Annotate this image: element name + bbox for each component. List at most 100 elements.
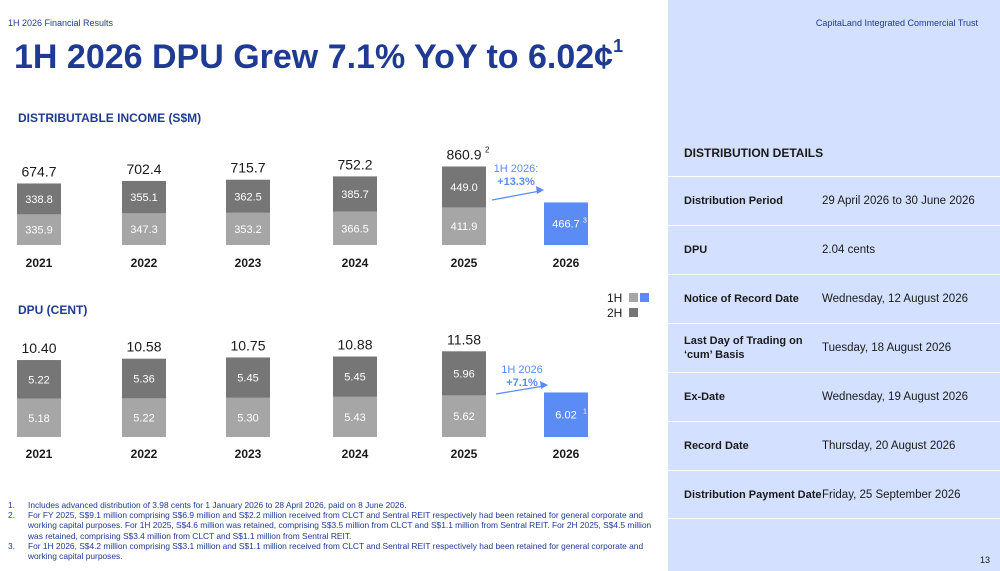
category-label: 2024: [342, 447, 369, 461]
distribution-row: Last Day of Trading on ‘cum’ Basis Tuesda…: [668, 323, 1000, 372]
category-label: 2021: [26, 447, 53, 461]
income-chart-title: DISTRIBUTABLE INCOME (S$M): [18, 111, 202, 125]
value-label-1h: 5.43: [344, 412, 365, 424]
growth-annotation-line2: +13.3%: [497, 176, 535, 188]
footnote-text: Includes advanced distribution of 3.98 c…: [28, 500, 407, 510]
legend-item-1h: 1H: [607, 290, 649, 305]
bar-2h: [333, 176, 377, 212]
distribution-label: Record Date: [684, 440, 749, 452]
bar-current-1h: [544, 202, 588, 245]
legend-item-2h: 2H: [607, 305, 649, 320]
value-label-1h: 347.3: [130, 224, 158, 236]
category-label: 2026: [553, 447, 580, 461]
growth-annotation-line1: 1H 2026: [501, 364, 543, 376]
bar-2h: [17, 360, 61, 399]
total-label: 11.58: [447, 331, 481, 347]
footnote-3: 3. For 1H 2026, S$4.2 million comprising …: [8, 541, 668, 561]
legend-label-1h: 1H: [607, 290, 623, 305]
bar-1h: [226, 397, 270, 437]
growth-arrow-head: [540, 381, 548, 389]
bar-2h: [122, 358, 166, 399]
growth-annotation-line1: 1H 2026:: [494, 163, 539, 175]
total-footnote-marker: 2: [485, 145, 490, 154]
bar-1h: [442, 207, 486, 245]
bar-1h: [122, 213, 166, 245]
page-number: 13: [979, 555, 990, 565]
trust-name: CapitaLand Integrated Commercial Trust: [815, 18, 978, 28]
bar-2h: [122, 180, 166, 214]
footnote-text: For FY 2025, S$9.1 million comprising S$…: [28, 510, 652, 541]
distribution-panel: CapitaLand Integrated Commercial Trust D…: [668, 0, 1000, 571]
total-label: 674.7: [21, 163, 56, 179]
total-label: 860.9: [446, 146, 481, 162]
total-label: 715.7: [230, 160, 265, 176]
growth-annotation-line2: +7.1%: [506, 377, 538, 389]
distribution-label: Distribution Payment Date: [684, 488, 822, 501]
distribution-title: DISTRIBUTION DETAILS: [684, 146, 824, 160]
category-label: 2022: [131, 256, 158, 270]
category-label: 2023: [235, 447, 262, 461]
bar-1h: [122, 398, 166, 437]
value-label-2h: 5.22: [28, 374, 49, 386]
value-label-2h: 362.5: [234, 191, 262, 203]
income-chart: 335.9 338.8 674.7 2021 347.3 355.1 702.4 2022 35…: [17, 145, 588, 270]
bar-2h: [333, 356, 377, 397]
footnote-1: 1. Includes advanced distribution of 3.98…: [8, 500, 668, 510]
value-footnote-marker: 3: [583, 218, 587, 225]
value-label-1h: 335.9: [25, 225, 53, 237]
category-label: 2026: [553, 256, 580, 270]
bar-2h: [226, 179, 270, 213]
bar-1h: [333, 396, 377, 437]
bar-current-1h: [544, 392, 588, 437]
bar-1h: [333, 211, 377, 245]
growth-arrow-line: [495, 385, 545, 395]
bar-2h: [17, 183, 61, 215]
category-label: 2025: [451, 256, 478, 270]
distribution-row: Ex-Date Wednesday, 19 August 2026: [668, 372, 1000, 421]
value-label-1h: 5.18: [28, 413, 49, 425]
legend-swatch-1h-blue: [640, 293, 649, 302]
distribution-value: Thursday, 20 August 2026: [822, 440, 956, 452]
distribution-value: Friday, 25 September 2026: [822, 488, 961, 501]
category-label: 2025: [451, 447, 478, 461]
value-label-2h: 5.96: [453, 368, 474, 380]
distribution-value: 29 April 2026 to 30 June 2026: [822, 195, 975, 207]
footnote-number: 2.: [8, 510, 15, 521]
bar-1h: [226, 212, 270, 245]
page-title: 1H 2026 DPU Grew 7.1% YoY to 6.02¢1: [14, 36, 624, 77]
distribution-row: Record Date Thursday, 20 August 2026: [668, 421, 1000, 470]
growth-arrow-line: [491, 190, 541, 201]
legend-label-2h: 2H: [607, 305, 623, 320]
category-label: 2021: [26, 256, 53, 270]
growth-arrow-head: [536, 186, 544, 194]
distribution-label: Ex-Date: [684, 391, 725, 403]
total-label: 10.58: [126, 339, 161, 355]
value-label-1h: 366.5: [341, 223, 369, 235]
legend-swatch-2h: [629, 308, 638, 317]
distribution-label: DPU: [684, 244, 708, 256]
distribution-value: Tuesday, 18 August 2026: [822, 342, 952, 354]
value-label-1h: 5.62: [453, 411, 474, 423]
title-footnote-marker: 1: [613, 36, 624, 56]
value-label-2h: 385.7: [341, 189, 369, 201]
value-label-2h: 338.8: [25, 194, 53, 206]
value-label-1h: 6.02: [555, 410, 576, 422]
value-label-2h: 449.0: [450, 182, 478, 194]
bar-2h: [226, 357, 270, 398]
distribution-value: 2.04 cents: [822, 244, 876, 256]
bar-1h: [17, 214, 61, 245]
footnote-number: 1.: [8, 500, 15, 510]
dpu-chart-title: DPU (CENT): [18, 303, 88, 317]
category-label: 2022: [131, 447, 158, 461]
document-label: 1H 2026 Financial Results: [8, 18, 114, 28]
value-label-1h: 466.7: [552, 219, 580, 231]
value-label-1h: 411.9: [451, 221, 478, 233]
category-label: 2024: [342, 256, 369, 270]
main-panel: 1H 2026 Financial Results 1H 2026 DPU Gr…: [8, 18, 668, 562]
footnote-2: 2. For FY 2025, S$9.1 million comprising …: [8, 510, 668, 541]
total-label: 752.2: [337, 156, 372, 172]
distribution-row: Distribution Payment Date Friday, 25 Sept…: [668, 470, 1000, 519]
bar-1h: [442, 395, 486, 437]
distribution-label: Notice of Record Date: [684, 293, 799, 305]
value-label-2h: 5.45: [344, 372, 365, 384]
